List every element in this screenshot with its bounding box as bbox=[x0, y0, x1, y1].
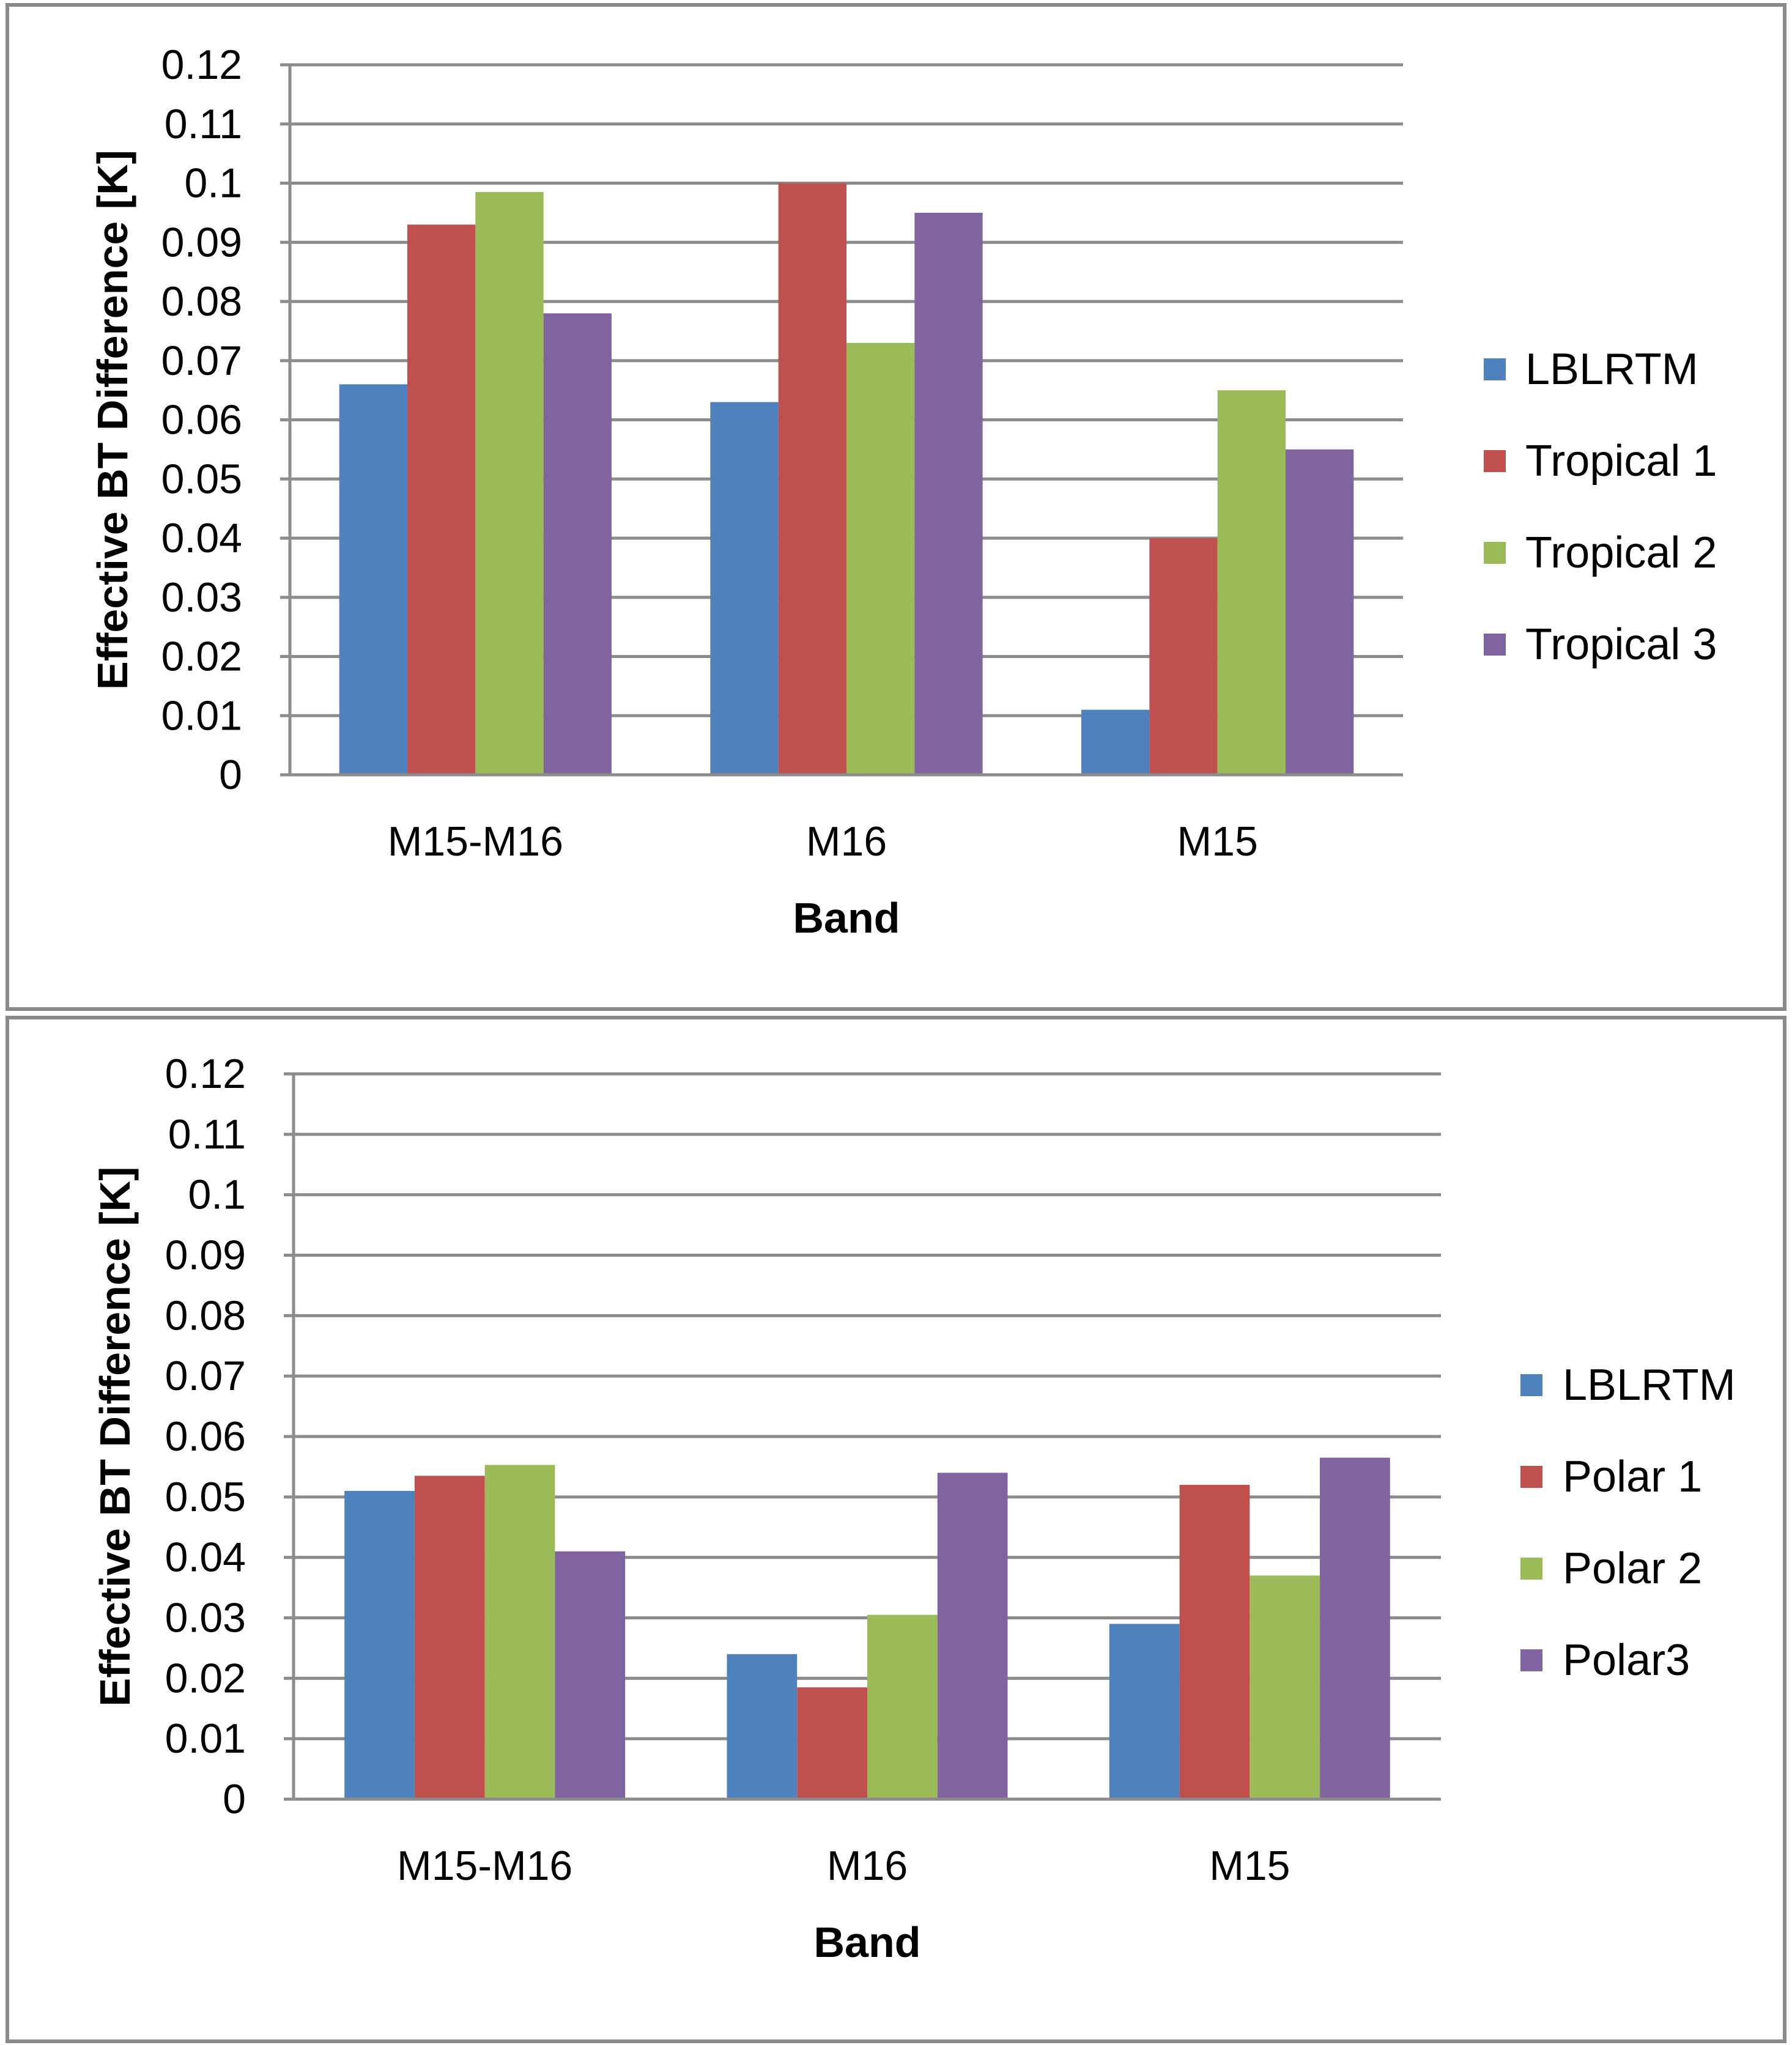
polar-chart-frame bbox=[6, 1016, 1786, 2043]
y-axis-title: Effective BT Difference [K] bbox=[89, 150, 136, 690]
bar-tropical-1-m15-m16 bbox=[407, 224, 476, 775]
bar-polar3-m15 bbox=[1320, 1457, 1390, 1799]
legend-label: Tropical 3 bbox=[1525, 620, 1717, 669]
bar-polar3-m16 bbox=[937, 1473, 1008, 1799]
bar-polar-2-m16 bbox=[867, 1614, 938, 1799]
y-tick-label: 0.03 bbox=[161, 574, 242, 621]
legend-label: Tropical 2 bbox=[1525, 528, 1717, 577]
legend-label: Polar3 bbox=[1563, 1636, 1690, 1685]
legend-label: Tropical 1 bbox=[1525, 437, 1717, 486]
x-category-label: M15 bbox=[1177, 818, 1258, 865]
y-tick-label: 0.01 bbox=[161, 692, 242, 739]
bar-polar-1-m15-m16 bbox=[414, 1476, 485, 1799]
x-category-label: M15-M16 bbox=[388, 818, 563, 865]
x-axis-title: Band bbox=[814, 1918, 921, 1966]
bar-polar3-m15-m16 bbox=[555, 1551, 626, 1799]
y-tick-label: 0.09 bbox=[165, 1232, 246, 1279]
y-tick-label: 0.02 bbox=[165, 1655, 246, 1701]
y-tick-label: 0.11 bbox=[165, 101, 242, 147]
bar-tropical-3-m15-m16 bbox=[543, 313, 612, 775]
y-axis-title: Effective BT Difference [K] bbox=[91, 1167, 139, 1707]
y-tick-label: 0.02 bbox=[161, 634, 242, 680]
bar-polar-2-m15 bbox=[1250, 1575, 1320, 1799]
legend-swatch bbox=[1484, 634, 1506, 656]
legend-label: LBLRTM bbox=[1563, 1361, 1736, 1410]
bar-tropical-2-m15-m16 bbox=[475, 192, 544, 775]
legend-swatch bbox=[1484, 358, 1506, 380]
y-tick-label: 0.08 bbox=[165, 1292, 246, 1339]
y-tick-label: 0.1 bbox=[188, 1172, 246, 1218]
bar-lblrtm-m15 bbox=[1081, 709, 1150, 775]
y-tick-label: 0 bbox=[219, 752, 242, 798]
y-tick-label: 0.11 bbox=[168, 1111, 246, 1158]
legend-swatch bbox=[1520, 1374, 1542, 1396]
y-tick-label: 0.03 bbox=[165, 1595, 246, 1641]
tropical-bar-chart: 0 0.01 0.02 0.03 0.04 0.05 0.06 0.07 0.08 0.09 0.1… bbox=[6, 3, 1786, 1011]
legend-label: LBLRTM bbox=[1525, 345, 1698, 394]
y-tick-label: 0.12 bbox=[161, 42, 242, 88]
bar-polar-2-m15-m16 bbox=[484, 1465, 555, 1799]
legend-swatch bbox=[1484, 450, 1506, 472]
y-tick-label: 0.05 bbox=[165, 1474, 246, 1520]
x-category-label: M15-M16 bbox=[397, 1843, 572, 1889]
y-tick-label: 0.04 bbox=[161, 515, 242, 561]
legend-swatch bbox=[1520, 1466, 1542, 1488]
bar-polar-1-m16 bbox=[797, 1687, 867, 1799]
bar-polar-1-m15 bbox=[1179, 1485, 1250, 1799]
bar-tropical-1-m15 bbox=[1149, 538, 1218, 775]
bar-tropical-2-m15 bbox=[1217, 390, 1286, 775]
x-category-label: M15 bbox=[1209, 1843, 1290, 1889]
y-tick-label: 0.04 bbox=[165, 1534, 246, 1581]
polar-bar-chart: 0 0.01 0.02 0.03 0.04 0.05 0.06 0.07 0.08 0.09 0.1… bbox=[6, 1016, 1786, 2043]
bar-lblrtm-m15 bbox=[1109, 1624, 1180, 1799]
tropical-chart-panel: 0 0.01 0.02 0.03 0.04 0.05 0.06 0.07 0.08 0.09 0.1… bbox=[0, 0, 1792, 1013]
y-tick-label: 0.1 bbox=[184, 160, 242, 207]
y-tick-label: 0 bbox=[223, 1776, 246, 1822]
y-tick-label: 0.12 bbox=[165, 1051, 246, 1097]
legend-label: Polar 1 bbox=[1563, 1452, 1702, 1501]
x-axis-title: Band bbox=[793, 894, 900, 942]
y-tick-label: 0.01 bbox=[165, 1715, 246, 1762]
legend-swatch bbox=[1484, 542, 1506, 564]
bar-tropical-3-m16 bbox=[914, 212, 983, 775]
bar-tropical-1-m16 bbox=[778, 183, 846, 775]
x-category-label: M16 bbox=[827, 1843, 908, 1889]
bar-lblrtm-m15-m16 bbox=[339, 384, 408, 775]
y-tick-label: 0.08 bbox=[161, 278, 242, 325]
x-category-label: M16 bbox=[806, 818, 887, 865]
tropical-chart-frame bbox=[6, 3, 1786, 1011]
bar-tropical-2-m16 bbox=[846, 342, 915, 775]
y-tick-label: 0.06 bbox=[165, 1413, 246, 1460]
y-tick-label: 0.07 bbox=[165, 1353, 246, 1399]
y-tick-label: 0.05 bbox=[161, 456, 242, 502]
bar-lblrtm-m16 bbox=[710, 402, 779, 775]
polar-chart-panel: 0 0.01 0.02 0.03 0.04 0.05 0.06 0.07 0.08 0.09 0.1… bbox=[0, 1013, 1792, 2045]
y-tick-label: 0.09 bbox=[161, 219, 242, 265]
legend-swatch bbox=[1520, 1649, 1542, 1671]
bar-lblrtm-m15-m16 bbox=[344, 1490, 415, 1799]
legend-label: Polar 2 bbox=[1563, 1544, 1702, 1593]
bar-tropical-3-m15 bbox=[1285, 449, 1354, 775]
bar-lblrtm-m16 bbox=[727, 1654, 798, 1799]
y-tick-label: 0.06 bbox=[161, 397, 242, 443]
legend-swatch bbox=[1520, 1558, 1542, 1580]
y-tick-label: 0.07 bbox=[161, 338, 242, 384]
